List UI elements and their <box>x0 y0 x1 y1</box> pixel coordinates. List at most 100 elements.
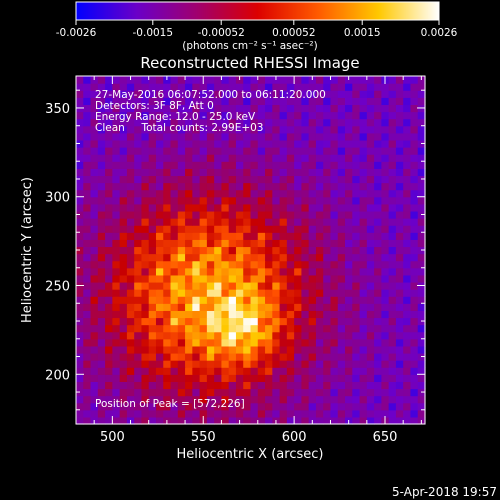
heatmap-cell <box>177 310 186 319</box>
heatmap-cell <box>235 232 244 240</box>
heatmap-cell <box>221 154 230 162</box>
heatmap-cell <box>330 76 339 84</box>
heatmap-cell <box>192 97 201 106</box>
heatmap-cell <box>388 161 397 169</box>
heatmap-cell <box>403 182 412 191</box>
heatmap-cell <box>417 182 426 191</box>
heatmap-cell <box>170 246 179 255</box>
heatmap-cell <box>97 281 106 290</box>
heatmap-cell <box>83 218 92 226</box>
heatmap-cell <box>337 147 346 155</box>
heatmap-cell <box>395 281 404 290</box>
heatmap-cell <box>410 402 419 411</box>
heatmap-cell <box>395 210 404 219</box>
heatmap-cell <box>126 125 135 134</box>
heatmap-cell <box>134 402 143 411</box>
heatmap-cell <box>265 232 273 240</box>
heatmap-cell <box>345 104 353 113</box>
heatmap-cell <box>250 345 259 354</box>
heatmap-cell <box>403 125 412 134</box>
heatmap-cell <box>235 118 244 127</box>
heatmap-cell <box>301 118 310 127</box>
heatmap-cell <box>90 90 99 98</box>
heatmap-cell <box>286 331 295 340</box>
heatmap-cell <box>90 118 99 127</box>
heatmap-cell <box>417 225 426 233</box>
heatmap-cell <box>112 303 121 311</box>
heatmap-cell <box>345 232 353 240</box>
heatmap-cell <box>243 360 252 368</box>
heatmap-cell <box>214 267 223 276</box>
heatmap-cell <box>221 125 230 134</box>
heatmap-cell <box>308 189 317 198</box>
heatmap-cell <box>185 189 193 198</box>
heatmap-cell <box>228 175 237 184</box>
heatmap-cell <box>257 210 266 219</box>
heatmap-cell <box>272 260 281 269</box>
heatmap-cell <box>148 331 157 340</box>
heatmap-cell <box>250 225 259 233</box>
heatmap-cell <box>97 104 106 113</box>
heatmap-cell <box>374 289 382 297</box>
heatmap-cell <box>177 154 186 162</box>
heatmap-cell <box>221 388 230 397</box>
heatmap-cell <box>388 154 397 162</box>
heatmap-cell <box>315 196 324 205</box>
heatmap-cell <box>381 239 390 248</box>
heatmap-cell <box>112 381 121 390</box>
heatmap-cell <box>141 381 150 390</box>
heatmap-cell <box>192 310 201 319</box>
heatmap-cell <box>388 317 397 326</box>
heatmap-cell <box>177 97 186 106</box>
heatmap-cell <box>345 402 353 411</box>
heatmap-cell <box>235 296 244 304</box>
heatmap-cell <box>148 76 157 84</box>
heatmap-cell <box>83 374 92 382</box>
heatmap-cell <box>177 132 186 141</box>
heatmap-cell <box>163 274 172 283</box>
heatmap-cell <box>330 310 339 319</box>
heatmap-cell <box>265 125 273 134</box>
heatmap-cell <box>279 416 288 425</box>
heatmap-cell <box>403 210 412 219</box>
heatmap-cell <box>126 218 135 226</box>
heatmap-cell <box>221 303 230 311</box>
heatmap-cell <box>294 218 302 226</box>
heatmap-cell <box>257 281 266 290</box>
heatmap-cell <box>286 83 295 91</box>
heatmap-cell <box>265 189 273 198</box>
heatmap-cell <box>279 374 288 382</box>
heatmap-cell <box>250 317 259 326</box>
heatmap-cell <box>221 239 230 248</box>
heatmap-cell <box>345 125 353 134</box>
heatmap-cell <box>206 97 215 106</box>
heatmap-cell <box>345 83 353 91</box>
heatmap-cell <box>265 132 273 141</box>
heatmap-cell <box>155 310 164 319</box>
heatmap-cell <box>337 90 346 98</box>
heatmap-cell <box>221 267 230 276</box>
heatmap-cell <box>308 218 317 226</box>
heatmap-cell <box>199 175 208 184</box>
heatmap-cell <box>192 409 201 418</box>
heatmap-cell <box>185 345 193 354</box>
heatmap-cell <box>112 232 121 240</box>
heatmap-cell <box>221 175 230 184</box>
heatmap-cell <box>403 409 412 418</box>
heatmap-cell <box>345 154 353 162</box>
heatmap-cell <box>330 267 339 276</box>
heatmap-cell <box>257 303 266 311</box>
heatmap-cell <box>163 324 172 333</box>
heatmap-cell <box>76 132 84 141</box>
heatmap-cell <box>330 125 339 134</box>
heatmap-cell <box>323 395 332 404</box>
heatmap-cell <box>257 388 266 397</box>
heatmap-cell <box>199 253 208 262</box>
heatmap-cell <box>185 168 193 177</box>
heatmap-cell <box>381 139 390 148</box>
heatmap-cell <box>294 317 302 326</box>
heatmap-cell <box>148 345 157 354</box>
heatmap-cell <box>315 189 324 198</box>
heatmap-cell <box>337 225 346 233</box>
heatmap-cell <box>352 253 361 262</box>
